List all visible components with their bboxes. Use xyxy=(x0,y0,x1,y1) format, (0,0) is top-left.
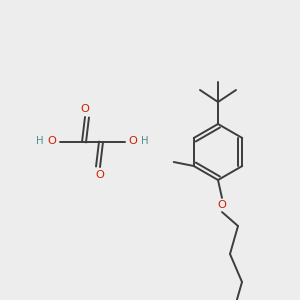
Text: O: O xyxy=(218,200,226,210)
Text: O: O xyxy=(81,104,89,114)
Text: H: H xyxy=(141,136,149,146)
Text: O: O xyxy=(48,136,56,146)
Text: H: H xyxy=(36,136,44,146)
Text: O: O xyxy=(129,136,137,146)
Text: O: O xyxy=(96,170,104,180)
